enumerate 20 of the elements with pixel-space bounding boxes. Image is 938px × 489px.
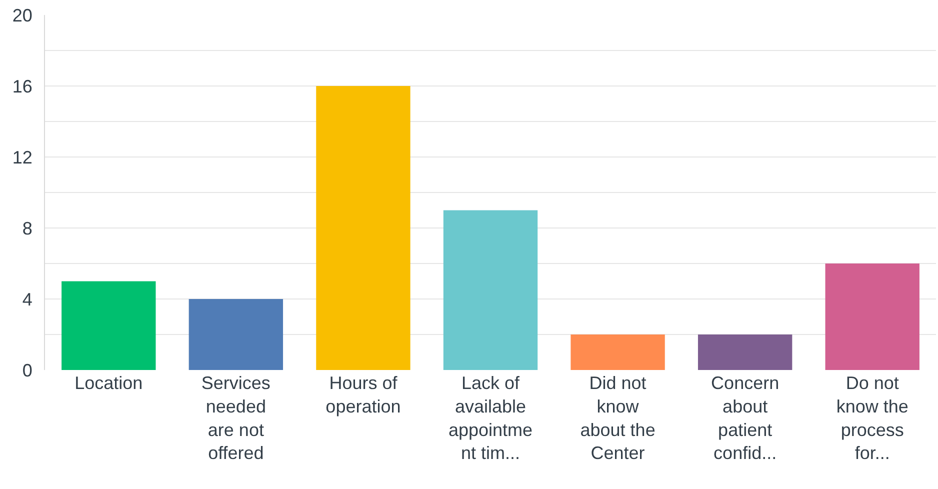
bar (698, 334, 792, 370)
bar (316, 86, 410, 370)
x-tick-label: Concern about patient confid... (711, 373, 780, 464)
x-tick-label: Services needed are not offered (201, 373, 270, 464)
y-tick-label: 4 (22, 289, 32, 310)
x-tick-label: Lack of available appointment tim... (448, 373, 533, 464)
y-tick-label: 12 (12, 147, 32, 168)
x-tick-label: Do not know the process for... (836, 373, 908, 464)
bar (825, 264, 920, 370)
y-tick-label: 20 (12, 5, 32, 26)
bar (570, 334, 665, 370)
y-tick-label: 8 (22, 218, 32, 238)
y-tick-label: 0 (22, 360, 32, 380)
bar (188, 299, 284, 370)
bar (62, 281, 156, 370)
x-tick-label: Hours of operation (326, 373, 401, 416)
y-tick-label: 16 (12, 76, 32, 96)
x-tick-label: Location (74, 373, 143, 393)
x-tick-label: Did not know about the Center (580, 373, 656, 464)
bar (443, 210, 538, 370)
